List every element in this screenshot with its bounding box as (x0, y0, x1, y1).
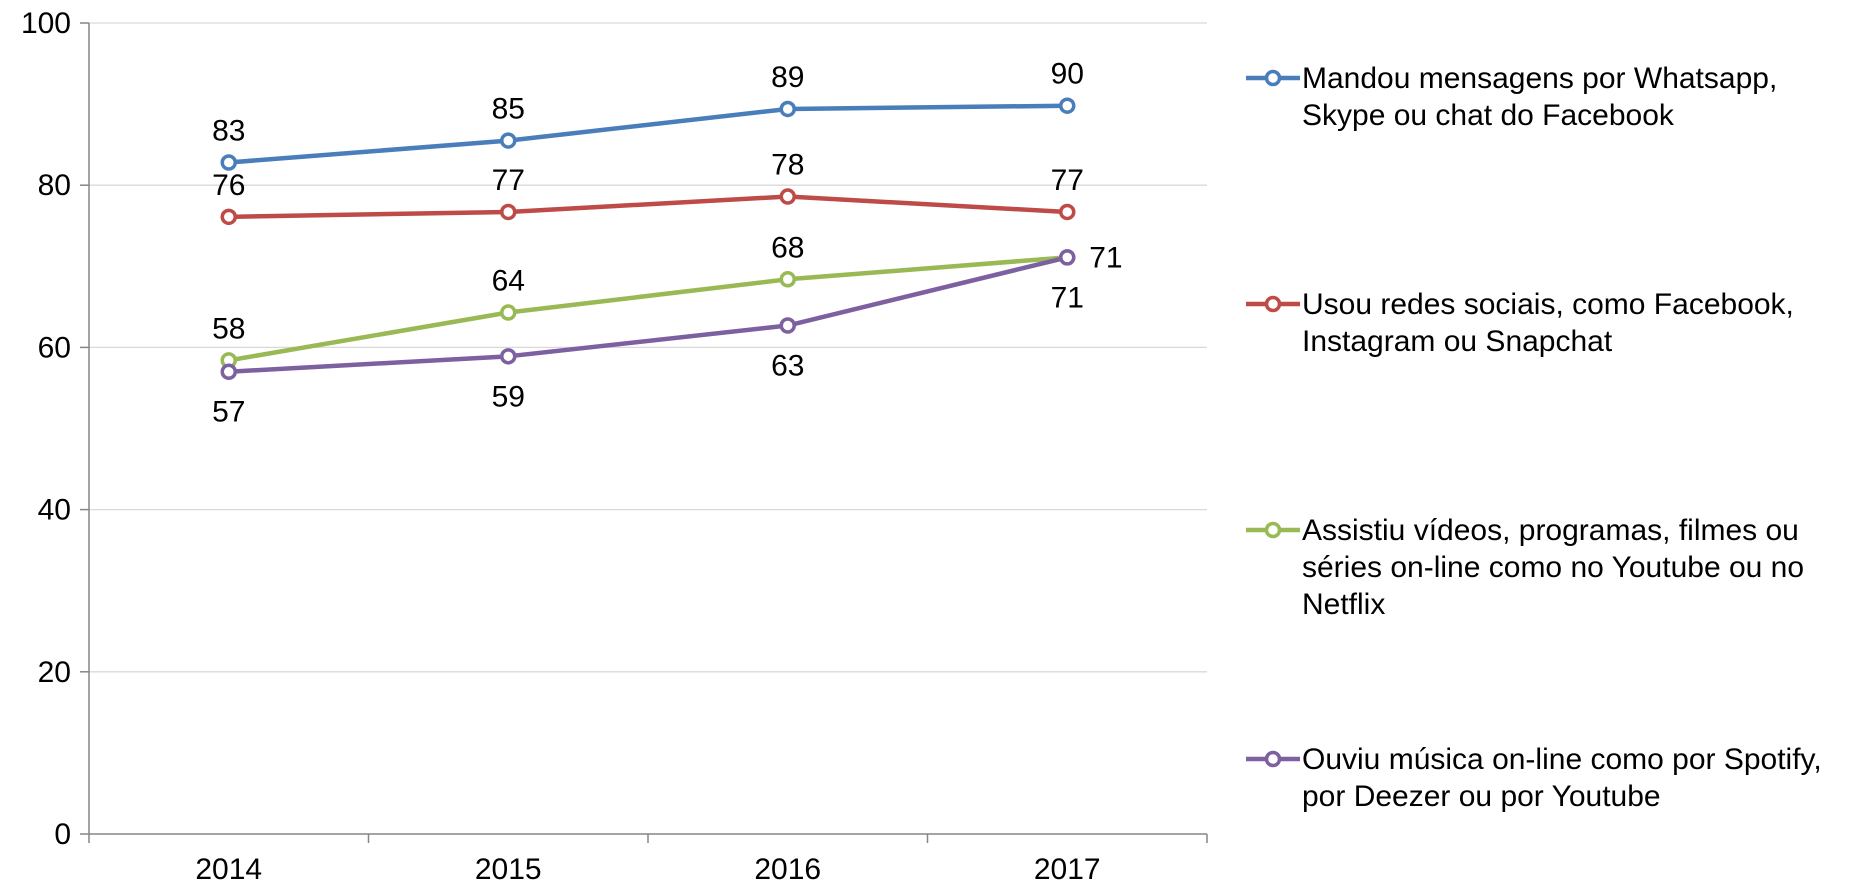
data-label-series-4: 71 (1051, 281, 1084, 314)
data-label-series-1: 83 (212, 114, 245, 147)
series-line-1 (226, 103, 1070, 165)
series-3-point (500, 304, 517, 321)
series-4-point (779, 317, 796, 334)
legend-label-line: Ouviu música on-line como por Spotify, (1302, 743, 1822, 776)
legend-item-4: Ouviu música on-line como por Spotify, po… (1246, 743, 1822, 813)
legend: Mandou mensagens por Whatsapp, Skype ou c… (1246, 62, 1822, 813)
legend-label: Assistiu vídeos, programas, filmes ou sér… (1302, 514, 1804, 621)
legend-label: Mandou mensagens por Whatsapp, Skype ou c… (1302, 62, 1777, 132)
axes: 0 20 40 60 80 100 2014 2015 2016 2017 (21, 7, 1208, 886)
legend-label-line: Mandou mensagens por Whatsapp, (1302, 62, 1777, 95)
series-1-point (779, 100, 796, 118)
legend-label: Ouviu música on-line como por Spotify, po… (1302, 743, 1822, 813)
series-4-point (1059, 249, 1076, 266)
data-label-series-1: 90 (1051, 58, 1084, 91)
legend-label-line: Instagram ou Snapchat (1302, 325, 1613, 358)
series-1-point (1059, 97, 1076, 114)
data-label-series-1: 85 (492, 93, 525, 126)
legend-label-line: séries on-line como no Youtube ou no (1302, 551, 1804, 584)
y-tick-label: 60 (38, 331, 71, 364)
legend-swatch-marker (1264, 69, 1282, 87)
y-tick-label: 20 (38, 656, 71, 689)
series (220, 97, 1076, 380)
series-1-point (220, 154, 237, 171)
series-4-point (220, 363, 237, 380)
data-label-series-2: 77 (1051, 164, 1084, 197)
series-line-3 (226, 255, 1070, 363)
series-2-point (220, 208, 237, 226)
legend-label-line: Assistiu vídeos, programas, filmes ou (1302, 514, 1799, 547)
data-labels: 83 85 89 90 76 77 78 77 58 64 68 71 57 59 63 71 (212, 58, 1123, 429)
y-tick-label: 100 (21, 7, 71, 40)
data-label-series-3: 58 (212, 312, 245, 345)
y-tick-label: 40 (38, 494, 71, 527)
legend-swatch-marker (1264, 750, 1282, 768)
x-tick-label: 2017 (1034, 853, 1101, 886)
x-tick-label: 2014 (195, 853, 262, 886)
series-3-point (779, 271, 796, 288)
series-2-point (1059, 203, 1076, 221)
y-tick-label: 0 (54, 818, 71, 851)
series-2-point (779, 188, 796, 205)
y-tick-label: 80 (38, 169, 71, 202)
legend-swatch-marker (1264, 295, 1282, 313)
series-2-point (500, 203, 517, 221)
data-label-series-3: 71 (1089, 241, 1122, 274)
data-label-series-4: 63 (771, 350, 804, 383)
legend-label-line: Skype ou chat do Facebook (1302, 99, 1675, 132)
legend-label-line: Usou redes sociais, como Facebook, (1302, 288, 1794, 321)
data-label-series-3: 68 (771, 231, 804, 264)
legend-swatch-marker (1264, 521, 1282, 539)
data-label-series-2: 77 (492, 164, 525, 197)
x-tick-label: 2016 (754, 853, 821, 886)
series-1-point (500, 132, 517, 149)
data-label-series-4: 57 (212, 396, 245, 429)
grid-lines (89, 22, 1207, 673)
series-4-point (500, 348, 517, 365)
legend-item-1: Mandou mensagens por Whatsapp, Skype ou c… (1246, 62, 1777, 132)
legend-item-3: Assistiu vídeos, programas, filmes ou sér… (1246, 514, 1804, 621)
legend-label: Usou redes sociais, como Facebook, Instag… (1302, 288, 1794, 358)
legend-label-line: Netflix (1302, 588, 1385, 621)
data-label-series-2: 76 (212, 169, 245, 202)
data-label-series-4: 59 (492, 380, 525, 413)
series-line-4 (226, 255, 1070, 374)
data-label-series-3: 64 (492, 265, 525, 298)
data-label-series-2: 78 (771, 149, 804, 182)
x-tick-label: 2015 (475, 853, 542, 886)
legend-label-line: por Deezer ou por Youtube (1302, 780, 1661, 813)
series-line-2 (226, 194, 1070, 220)
data-label-series-1: 89 (771, 61, 804, 94)
legend-item-2: Usou redes sociais, como Facebook, Instag… (1246, 288, 1794, 358)
